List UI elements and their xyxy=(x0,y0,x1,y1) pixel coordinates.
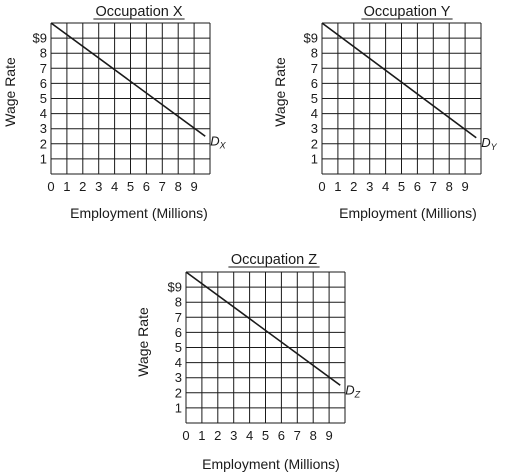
x-tick-label: 3 xyxy=(230,428,237,443)
y-tick-label: 3 xyxy=(311,121,318,136)
x-tick-label: 3 xyxy=(95,179,102,194)
x-tick-label: 5 xyxy=(398,179,405,194)
y-tick-label: 6 xyxy=(311,76,318,91)
demand-curve-x xyxy=(50,22,206,137)
x-tick-label: 8 xyxy=(310,428,317,443)
chart-title: Occupation X xyxy=(95,4,182,20)
y-tick-label: 5 xyxy=(40,91,47,106)
x-tick-label: 7 xyxy=(159,179,166,194)
x-tick-label: 2 xyxy=(79,179,86,194)
y-tick-label: 8 xyxy=(311,46,318,61)
y-tick-label: 3 xyxy=(40,121,47,136)
y-tick-label: 2 xyxy=(311,136,318,151)
y-tick-label: 7 xyxy=(40,61,47,76)
x-tick-label: 9 xyxy=(325,428,332,443)
x-tick-label: 4 xyxy=(111,179,118,194)
x-axis-label: Employment (Millions) xyxy=(339,205,477,221)
x-tick-label: 8 xyxy=(446,179,453,194)
y-tick-label: 6 xyxy=(40,76,47,91)
y-axis-label: Wage Rate xyxy=(272,57,288,127)
x-tick-label: 7 xyxy=(430,179,437,194)
y-tick-label: 1 xyxy=(175,400,182,415)
y-tick-label: $9 xyxy=(168,280,182,295)
y-tick-label: 6 xyxy=(175,325,182,340)
x-axis-label: Employment (Millions) xyxy=(70,205,208,221)
x-tick-label: 7 xyxy=(294,428,301,443)
y-tick-label: 3 xyxy=(175,370,182,385)
demand-curve-y xyxy=(321,22,477,139)
demand-curve-label: DZ xyxy=(345,382,360,399)
y-tick-label: 4 xyxy=(40,106,47,121)
x-tick-label: 5 xyxy=(262,428,269,443)
y-tick-label: 1 xyxy=(311,151,318,166)
y-tick-label: 5 xyxy=(311,91,318,106)
x-tick-label: 6 xyxy=(278,428,285,443)
x-tick-label: 4 xyxy=(382,179,389,194)
y-axis-label: Wage Rate xyxy=(2,57,18,127)
x-axis-label: Employment (Millions) xyxy=(202,456,340,472)
x-tick-label: 1 xyxy=(334,179,341,194)
y-tick-label: 2 xyxy=(40,136,47,151)
x-tick-label: 8 xyxy=(175,179,182,194)
x-tick-label: 0 xyxy=(318,179,325,194)
x-tick-label: 1 xyxy=(63,179,70,194)
x-tick-label: 5 xyxy=(127,179,134,194)
y-tick-label: $9 xyxy=(304,31,318,46)
x-tick-label: 6 xyxy=(414,179,421,194)
x-tick-label: 3 xyxy=(366,179,373,194)
y-tick-label: 8 xyxy=(40,46,47,61)
demand-curve-label: DY xyxy=(481,135,497,152)
x-tick-label: 4 xyxy=(246,428,253,443)
x-tick-label: 1 xyxy=(198,428,205,443)
chart-title: Occupation Z xyxy=(231,252,317,268)
chart-title: Occupation Y xyxy=(364,4,451,20)
y-tick-label: 4 xyxy=(175,355,182,370)
y-tick-label: 7 xyxy=(175,310,182,325)
demand-curve-label: DX xyxy=(210,133,226,150)
x-tick-label: 0 xyxy=(182,428,189,443)
y-tick-label: 7 xyxy=(311,61,318,76)
x-tick-label: 6 xyxy=(143,179,150,194)
y-tick-label: 2 xyxy=(175,385,182,400)
y-tick-label: 5 xyxy=(175,340,182,355)
x-tick-label: 9 xyxy=(190,179,197,194)
y-tick-label: 8 xyxy=(175,295,182,310)
x-tick-label: 9 xyxy=(461,179,468,194)
x-tick-label: 2 xyxy=(214,428,221,443)
x-tick-label: 2 xyxy=(350,179,357,194)
y-tick-label: $9 xyxy=(33,31,47,46)
demand-curve-z xyxy=(185,271,341,386)
y-tick-label: 4 xyxy=(311,106,318,121)
y-axis-label: Wage Rate xyxy=(135,307,151,377)
x-tick-label: 0 xyxy=(47,179,54,194)
y-tick-label: 1 xyxy=(40,151,47,166)
